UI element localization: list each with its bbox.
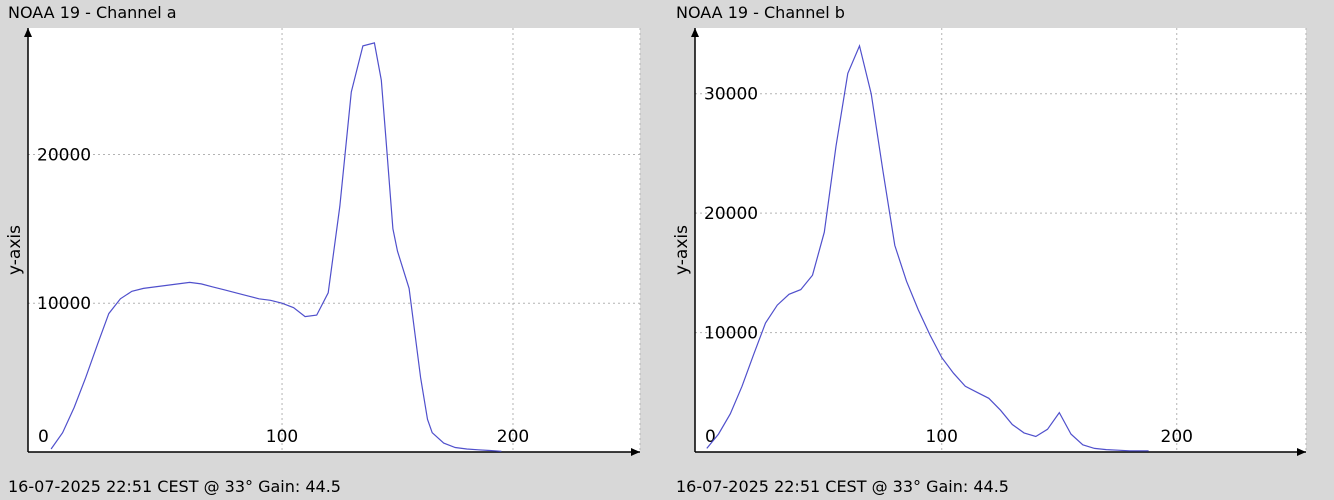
chart-footer: 16-07-2025 22:51 CEST @ 33° Gain: 44.5 bbox=[676, 477, 1009, 496]
x-axis-arrow bbox=[1297, 448, 1306, 456]
chart-title: NOAA 19 - Channel a bbox=[8, 3, 177, 22]
x-tick-label: 100 bbox=[266, 427, 298, 447]
x-tick-label: 100 bbox=[926, 427, 958, 447]
chart-footer: 16-07-2025 22:51 CEST @ 33° Gain: 44.5 bbox=[8, 477, 341, 496]
y-axis-arrow bbox=[691, 28, 699, 37]
y-tick-label: 20000 bbox=[37, 145, 91, 165]
y-axis-arrow bbox=[24, 28, 32, 37]
plot-area bbox=[28, 28, 640, 452]
chart-canvas: 0 100 200 10000 20000 30000 y-axis bbox=[672, 28, 1307, 456]
y-axis-label: y-axis bbox=[5, 225, 25, 275]
chart-canvas: 0 100 200 10000 20000 y-axis bbox=[5, 28, 641, 456]
chart-title: NOAA 19 - Channel b bbox=[676, 3, 845, 22]
x-tick-label: 200 bbox=[1161, 427, 1193, 447]
y-tick-label: 10000 bbox=[704, 324, 758, 344]
chart-panel-b: NOAA 19 - Channel b 0 100 200 10000 20000 300… bbox=[668, 0, 1334, 500]
y-tick-label: 20000 bbox=[704, 204, 758, 224]
x-tick-label: 0 bbox=[705, 427, 716, 447]
plot-area bbox=[695, 28, 1306, 452]
chart-panel-a: NOAA 19 - Channel a 0 100 200 10000 20000 y-a… bbox=[5, 3, 641, 496]
y-axis-label: y-axis bbox=[672, 225, 692, 275]
y-tick-label: 10000 bbox=[37, 294, 91, 314]
series-line bbox=[50, 42, 502, 452]
x-tick-label: 200 bbox=[497, 427, 529, 447]
x-axis-arrow bbox=[631, 448, 640, 456]
y-tick-label: 30000 bbox=[704, 85, 758, 105]
x-tick-label: 0 bbox=[38, 427, 49, 447]
series-line bbox=[706, 44, 1149, 452]
